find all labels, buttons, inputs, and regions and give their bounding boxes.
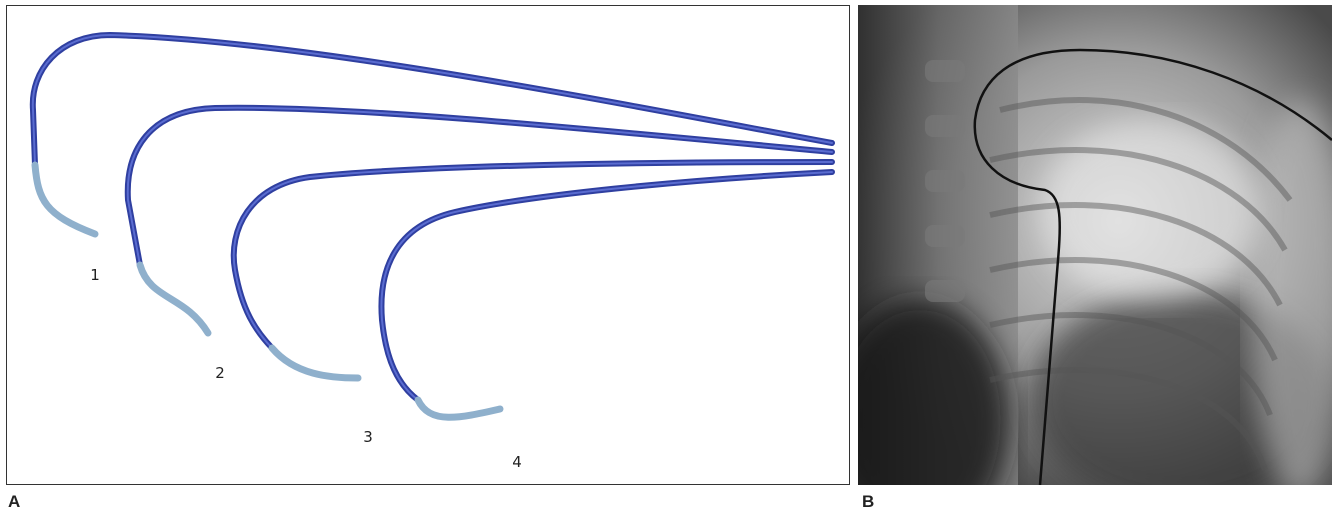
catheter-3 xyxy=(230,159,835,382)
xray-image xyxy=(858,5,1332,485)
catheter-label: 4 xyxy=(512,453,522,471)
catheters xyxy=(29,31,835,421)
panel-a-frame xyxy=(6,5,850,485)
panel-label: B xyxy=(862,492,874,511)
catheter-1 xyxy=(29,31,835,238)
panel-label: A xyxy=(8,492,20,511)
catheter-4 xyxy=(378,169,835,421)
catheter-label: 3 xyxy=(363,428,373,446)
catheter-label: 2 xyxy=(215,364,225,382)
catheter-label: 1 xyxy=(90,266,100,284)
catheter-2 xyxy=(124,104,835,337)
